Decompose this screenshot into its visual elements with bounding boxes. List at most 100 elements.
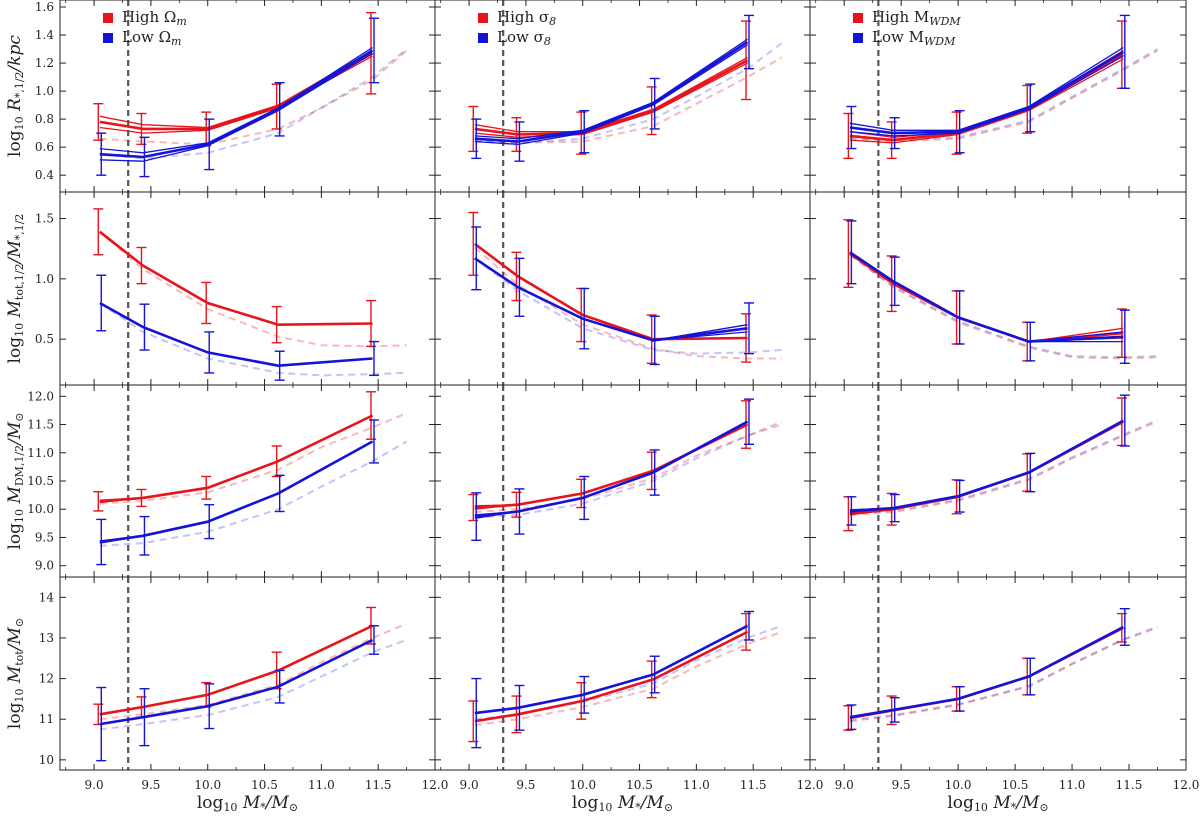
y-tick-label: 1.6 [35,0,54,14]
y-axis-label-main-sub: *,1/2 [13,71,26,98]
panel-body [843,577,1158,770]
x-axis-label-main-sub: * [1011,801,1017,814]
x-tick-label: 10.5 [1002,778,1029,792]
panel-body [468,192,782,385]
high-series-line [474,423,748,507]
y-axis-label-post: /M [5,421,25,447]
y-axis-label-main: M [5,665,25,688]
low-reference-line [99,639,407,731]
high-reference-line [849,420,1158,516]
y-tick-label: 9.5 [35,530,54,544]
high-series-line [474,242,748,341]
x-tick-label: 10.5 [626,778,653,792]
panel-frame [434,191,811,386]
legend-label-sub: 8 [544,35,551,48]
x-tick-label: 10.5 [251,778,278,792]
legend-label-low: Low MWDM [872,28,956,48]
low-series-line [849,251,1124,343]
x-tick-label: 11.5 [365,778,392,792]
x-axis-label: log10 M*/M⊙ [947,793,1048,814]
x-axis-label-main-sub: * [635,801,641,814]
y-tick-label: 0.5 [35,332,54,346]
high-reference-line [849,253,1158,360]
y-axis-label-main-sub: tot [13,650,26,666]
low-reference-line [474,257,782,355]
y-axis-label: log10 Mtot,1/2/M*,1/2 [5,214,26,364]
x-tick-label: 9.0 [85,778,104,792]
x-tick-label: 9.5 [141,778,160,792]
high-reference-line [99,622,407,721]
low-series-line [99,638,374,726]
legend-label-main: Low σ [497,28,544,46]
x-axis-label: log10 M*/M⊙ [197,793,298,814]
x-axis-label-main: M [988,793,1011,813]
x-tick-label: 11.5 [740,778,767,792]
legend-label-low: Low Ωm [122,28,181,48]
panel-body [843,385,1158,577]
low-series-line [849,47,1124,131]
high-series-line [99,55,373,134]
high-series-line [849,421,1124,516]
high-series-line [474,62,748,138]
y-tick-label: 10 [39,753,54,767]
panel-r1-c1 [434,191,811,386]
panel-r1-c0: 0.5 1.0 1.5 [35,191,436,386]
x-tick-label: 9.5 [892,778,911,792]
panel-r3-c0: 9.0 9.5 10.0 10.5 11.0 11.5 12.0 10 11 12 13 14 [39,576,448,792]
panel-body [843,0,1158,192]
panel-body [468,0,783,192]
high-series-line [98,230,373,327]
low-series-line [474,421,748,516]
legend-label-low: Low σ8 [497,28,551,48]
low-series-line [99,440,373,542]
low-series-line [474,257,748,342]
panel-r2-c2 [809,384,1187,578]
legend-label-main: Low M [872,28,924,46]
x-tick-label: 9.0 [460,778,479,792]
y-axis-label-pre: log [5,702,25,729]
legend-label-high: High MWDM [872,8,961,28]
low-series-line [99,49,374,159]
legend-swatch-low [478,33,488,43]
high-series-line [99,414,373,501]
x-tick-label: 12.0 [1173,778,1200,792]
y-axis-label-post-sub: ⊙ [13,412,26,421]
low-reference-line [474,624,782,721]
high-series-line [849,626,1124,720]
legend-label-sub: WDM [929,15,961,28]
y-axis-label-pre: log [5,337,25,364]
x-axis-label-pre-sub: 10 [974,801,988,814]
legend-label-sub: m [176,15,186,28]
high-series-line [474,423,748,510]
y-tick-label: 11.5 [27,418,54,432]
x-axis-label-pre: log [572,793,599,813]
high-reference-line [99,49,408,146]
panel-r2-c1 [434,384,811,578]
legend-swatch-high [853,13,863,23]
high-series-line [849,53,1124,142]
legend-label-sub: 8 [549,15,556,28]
x-tick-label: 11.0 [308,778,335,792]
low-series-line [99,440,373,544]
y-axis-label-pre-sub: 10 [13,689,26,703]
x-tick-label: 9.0 [835,778,854,792]
legend-label-main: High σ [497,8,549,26]
y-axis-label: log10 R*,1/2/kpc [5,35,26,157]
x-axis-label-pre: log [947,793,974,813]
x-tick-label: 11.5 [1116,778,1143,792]
x-tick-label: 11.0 [1059,778,1086,792]
low-series-line [849,55,1124,137]
legend-swatch-high [478,13,488,23]
x-axis-label-pre-sub: 10 [598,801,612,814]
low-series-line [849,420,1124,513]
panel-r1-c2 [809,191,1187,386]
y-tick-label: 14 [39,590,55,604]
x-axis-label-post: /M [1014,793,1040,813]
low-reference-line [474,42,783,144]
low-series-line [849,419,1124,513]
y-axis-label-pre-sub: 10 [13,509,26,523]
panel-frame [809,576,1187,771]
